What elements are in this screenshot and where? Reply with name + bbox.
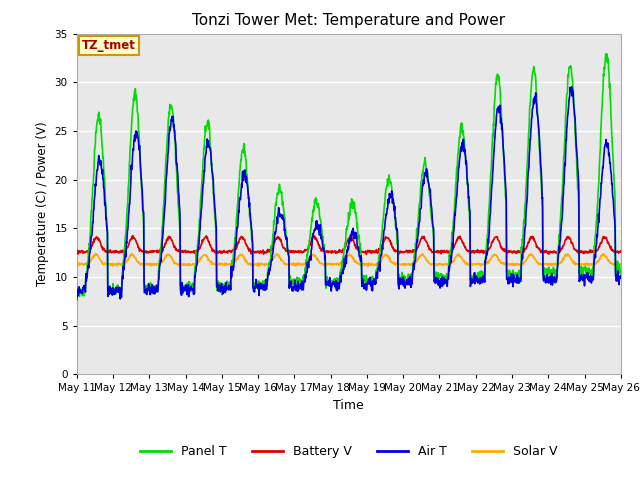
Battery V — [73, 247, 81, 253]
Battery V — [129, 233, 137, 239]
Battery V — [181, 249, 189, 254]
Panel T — [195, 236, 202, 241]
Panel T — [602, 51, 610, 57]
Line: Battery V: Battery V — [77, 236, 621, 254]
Battery V — [553, 249, 561, 255]
Panel T — [505, 269, 513, 275]
Solar V — [194, 260, 202, 265]
Panel T — [553, 267, 561, 273]
Line: Air T: Air T — [77, 87, 621, 300]
Air T — [568, 84, 575, 90]
Air T — [552, 277, 560, 283]
Panel T — [617, 269, 625, 275]
Solar V — [553, 261, 561, 266]
Title: Tonzi Tower Met: Temperature and Power: Tonzi Tower Met: Temperature and Power — [192, 13, 506, 28]
Solar V — [600, 251, 607, 257]
Battery V — [195, 248, 202, 253]
Line: Panel T: Panel T — [77, 54, 621, 297]
Air T — [617, 275, 625, 281]
Solar V — [73, 262, 81, 267]
Y-axis label: Temperature (C) / Power (V): Temperature (C) / Power (V) — [36, 122, 49, 286]
Battery V — [255, 249, 263, 254]
Panel T — [434, 274, 442, 280]
Solar V — [180, 263, 188, 268]
Solar V — [505, 261, 513, 267]
Panel T — [76, 294, 83, 300]
Air T — [255, 281, 262, 287]
Battery V — [362, 252, 370, 257]
Panel T — [181, 283, 189, 289]
Battery V — [434, 250, 442, 255]
Battery V — [505, 249, 513, 255]
Text: TZ_tmet: TZ_tmet — [82, 39, 136, 52]
Air T — [433, 280, 441, 286]
Solar V — [617, 262, 625, 267]
Battery V — [617, 248, 625, 254]
X-axis label: Time: Time — [333, 399, 364, 412]
Air T — [73, 297, 81, 302]
Legend: Panel T, Battery V, Air T, Solar V: Panel T, Battery V, Air T, Solar V — [135, 440, 563, 463]
Solar V — [255, 262, 262, 267]
Line: Solar V: Solar V — [77, 254, 621, 266]
Air T — [504, 281, 512, 287]
Panel T — [255, 282, 263, 288]
Panel T — [73, 284, 81, 289]
Air T — [180, 285, 188, 291]
Solar V — [434, 262, 442, 267]
Air T — [194, 247, 202, 252]
Solar V — [364, 264, 372, 269]
